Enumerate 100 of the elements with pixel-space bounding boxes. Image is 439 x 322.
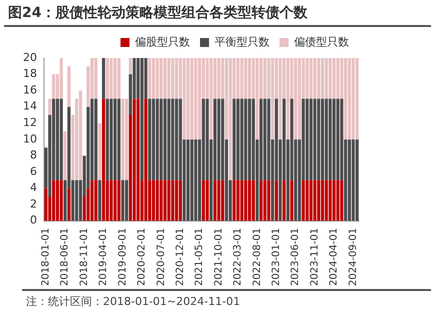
bar xyxy=(306,58,309,99)
bar xyxy=(156,58,159,99)
bar xyxy=(336,98,340,180)
bar xyxy=(60,98,63,180)
x-tick-label: 2020-07-01 xyxy=(156,228,167,286)
bar xyxy=(202,180,205,221)
bar xyxy=(117,180,120,221)
bar xyxy=(94,98,98,180)
bar xyxy=(248,98,252,180)
bar xyxy=(160,180,163,221)
bar xyxy=(244,180,248,221)
y-tick-label: 16 xyxy=(22,83,37,96)
bar xyxy=(110,58,113,99)
y-tick-label: 0 xyxy=(30,214,37,227)
bar xyxy=(282,180,286,221)
bar xyxy=(125,98,128,180)
bar xyxy=(178,180,182,221)
bar xyxy=(352,58,355,140)
bar xyxy=(102,58,106,99)
x-tick-label: 2021-05-01 xyxy=(194,228,206,286)
bar xyxy=(328,180,332,221)
bar xyxy=(48,98,52,116)
bar xyxy=(356,139,359,221)
bar xyxy=(186,58,190,140)
bar xyxy=(163,180,167,221)
bar xyxy=(174,180,178,221)
bar xyxy=(290,180,294,221)
bar xyxy=(309,58,313,99)
bar xyxy=(64,131,67,180)
bar xyxy=(167,98,170,180)
x-tick-label: 2019-09-01 xyxy=(117,228,128,286)
text: 注：统计区间：2018-01-01~2024-11-01 xyxy=(26,294,242,309)
bar xyxy=(352,139,355,221)
bar xyxy=(152,98,156,180)
bar xyxy=(286,58,290,140)
bar xyxy=(171,98,174,180)
bar xyxy=(313,58,316,99)
bar xyxy=(236,98,240,180)
bar xyxy=(356,58,359,140)
bar xyxy=(313,180,316,221)
chart-title: 图24：股债性轮动策略模型组合各类型转债个数 xyxy=(4,0,431,27)
y-tick-label: 12 xyxy=(22,116,37,130)
bar xyxy=(94,58,98,99)
bar xyxy=(102,98,106,221)
bar xyxy=(348,139,351,221)
bar xyxy=(140,58,144,180)
bar xyxy=(152,180,156,221)
bar xyxy=(324,98,328,180)
x-tick-label: 2018-11-01 xyxy=(78,228,90,286)
bar xyxy=(217,180,220,221)
bar xyxy=(317,98,320,180)
bar xyxy=(320,98,324,180)
bar xyxy=(267,180,270,221)
bar xyxy=(94,180,98,221)
bar xyxy=(317,58,320,99)
bar xyxy=(336,180,340,221)
bar xyxy=(121,180,124,221)
bar xyxy=(160,98,163,180)
bar xyxy=(156,98,159,180)
bar xyxy=(144,98,148,221)
legend-label: 平衡型只数 xyxy=(214,35,270,48)
bar xyxy=(320,58,324,99)
x-tick-label: 2023-06-01 xyxy=(290,228,302,286)
bar xyxy=(152,58,156,99)
x-tick-label: 2018-01-01 xyxy=(40,228,52,286)
bar xyxy=(332,98,336,180)
bar xyxy=(340,180,344,221)
bar xyxy=(248,180,252,221)
bar xyxy=(194,58,198,140)
bar xyxy=(217,58,220,99)
bar xyxy=(336,58,340,99)
bar xyxy=(44,188,48,221)
legend-label: 偏债型只数 xyxy=(294,35,349,48)
bar xyxy=(309,98,313,180)
bar xyxy=(148,58,152,99)
x-tick-label: 2021-10-01 xyxy=(213,228,224,286)
bar xyxy=(306,98,309,180)
x-tick-label: 2023-01-01 xyxy=(271,228,282,286)
bar xyxy=(182,58,186,140)
bar xyxy=(309,180,313,221)
bar xyxy=(248,58,252,99)
y-tick-label: 20 xyxy=(22,50,37,64)
x-tick-label: 2018-06-01 xyxy=(60,228,71,286)
bar xyxy=(67,66,71,107)
bar xyxy=(232,98,236,180)
bar xyxy=(278,58,282,140)
bar xyxy=(60,58,63,99)
bar xyxy=(252,180,255,221)
bar xyxy=(240,58,244,99)
bar xyxy=(117,98,120,180)
x-tick-label: 2020-12-01 xyxy=(174,228,186,286)
bar xyxy=(228,58,232,180)
bar xyxy=(236,180,240,221)
bar xyxy=(298,58,302,140)
bar xyxy=(320,180,324,221)
bar xyxy=(186,139,190,221)
bar xyxy=(306,180,309,221)
bar xyxy=(75,180,78,221)
x-tick-label: 2024-09-01 xyxy=(348,228,359,286)
y-tick-label: 10 xyxy=(22,132,37,146)
